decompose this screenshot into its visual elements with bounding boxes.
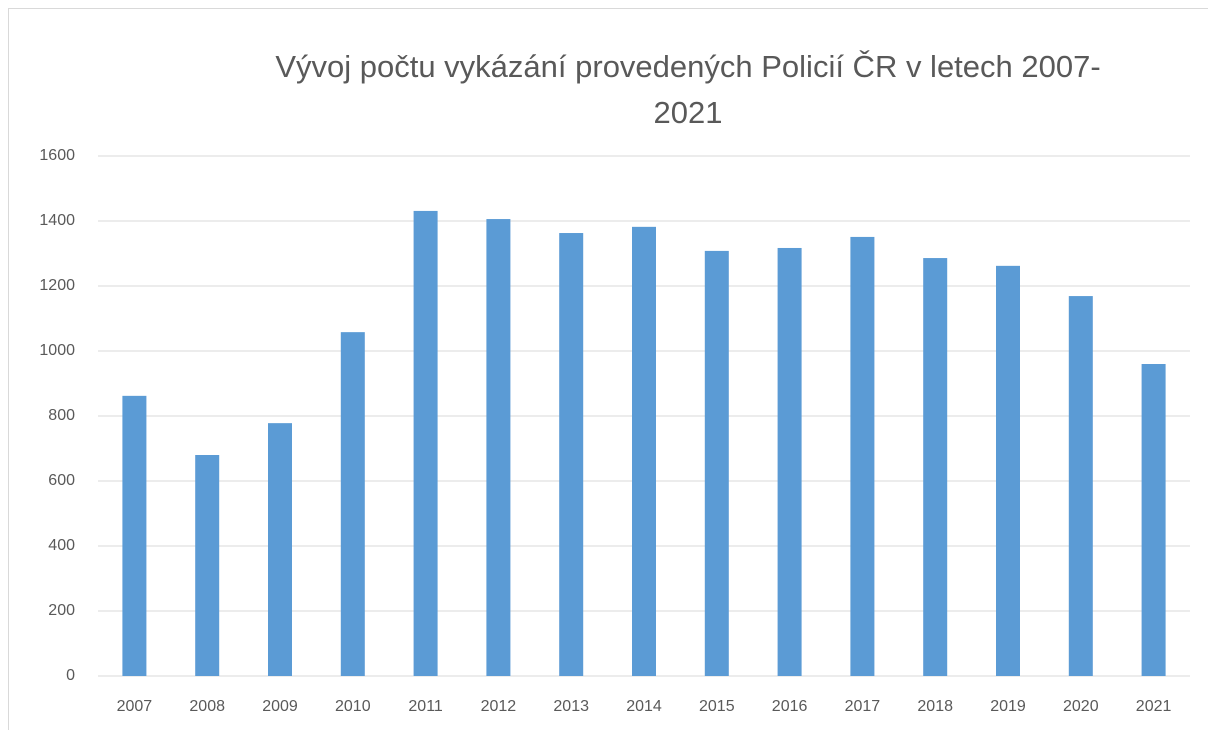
- y-tick-label: 1600: [39, 147, 75, 164]
- x-tick-label: 2010: [335, 698, 371, 715]
- y-tick-label: 1200: [39, 277, 75, 294]
- bar: [704, 250, 729, 676]
- x-tick-label: 2017: [845, 698, 881, 715]
- bar: [923, 258, 948, 676]
- bar: [122, 395, 147, 676]
- y-tick-label: 600: [48, 472, 75, 489]
- x-tick-label: 2007: [117, 698, 153, 715]
- y-tick-label: 0: [66, 667, 75, 684]
- y-tick-label: 400: [48, 537, 75, 554]
- x-tick-label: 2019: [990, 698, 1026, 715]
- bar: [1068, 296, 1093, 676]
- x-tick-label: 2011: [408, 698, 443, 715]
- x-tick-label: 2015: [699, 698, 735, 715]
- y-tick-label: 1000: [39, 342, 75, 359]
- y-tick-label: 200: [48, 602, 75, 619]
- x-tick-label: 2016: [772, 698, 808, 715]
- bar: [850, 236, 875, 677]
- bar: [486, 219, 511, 677]
- bar: [340, 332, 365, 676]
- bar: [777, 247, 802, 676]
- bar: [195, 455, 220, 676]
- bar: [559, 233, 584, 676]
- x-tick-label: 2013: [553, 698, 589, 715]
- bar: [996, 265, 1020, 676]
- bar: [632, 226, 656, 676]
- bar: [413, 210, 438, 677]
- x-tick-label: 2018: [917, 698, 953, 715]
- x-tick-label: 2020: [1063, 698, 1099, 715]
- y-tick-label: 800: [48, 407, 75, 424]
- y-tick-label: 1400: [39, 212, 75, 229]
- chart-title: Vývoj počtu vykázání provedených Policií…: [275, 49, 1101, 130]
- x-tick-label: 2021: [1136, 698, 1172, 715]
- bar: [268, 423, 292, 676]
- x-tick-label: 2012: [481, 698, 517, 715]
- bar: [1141, 364, 1166, 676]
- x-tick-label: 2009: [262, 698, 298, 715]
- x-tick-label: 2014: [626, 698, 662, 715]
- x-tick-label: 2008: [189, 698, 225, 715]
- chart-border: [8, 8, 1208, 730]
